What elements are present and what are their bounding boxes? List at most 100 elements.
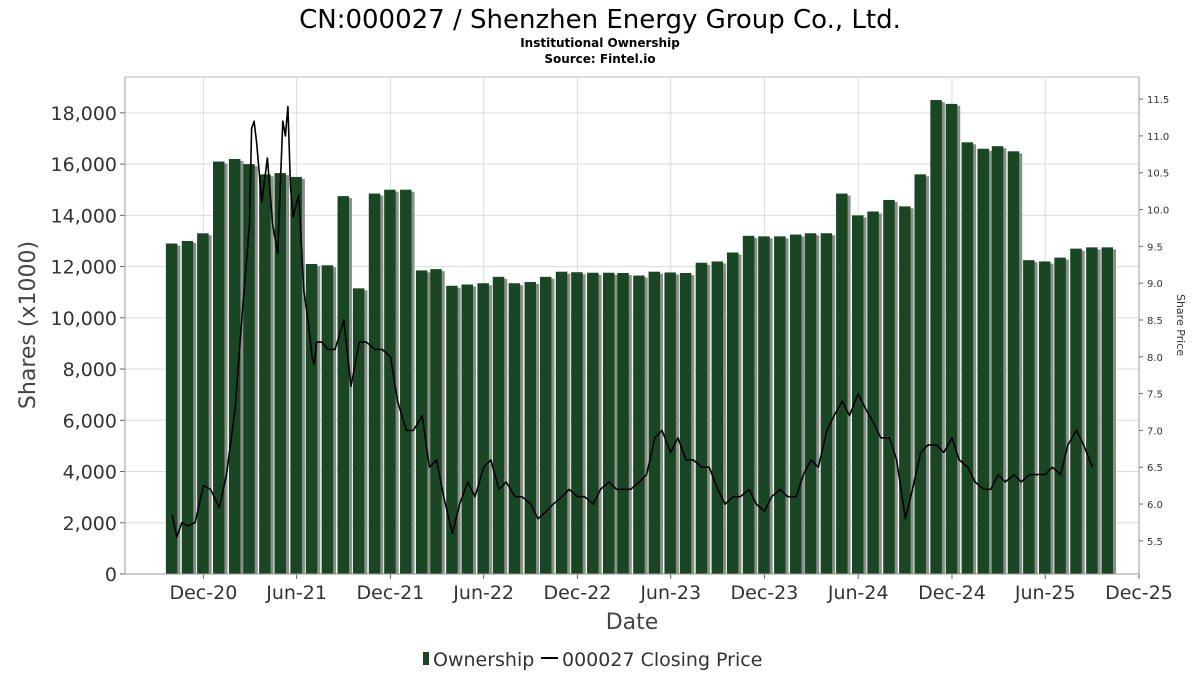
ownership-bar xyxy=(679,272,692,574)
y-tick-label: 18,000 xyxy=(51,103,117,125)
ownership-bar xyxy=(555,271,568,574)
x-tick-label: Jun-21 xyxy=(265,582,327,604)
ownership-bar xyxy=(384,189,396,574)
y-tick-label: 12,000 xyxy=(51,257,117,279)
ownership-bar xyxy=(804,233,817,574)
ownership-bar xyxy=(228,158,241,575)
line-layer xyxy=(171,105,1094,539)
ownership-bar xyxy=(883,199,895,575)
y-tick-label: 8,000 xyxy=(63,359,117,381)
y2-tick-label: 10.5 xyxy=(1147,169,1169,180)
ownership-bar xyxy=(508,283,521,574)
ownership-bar xyxy=(664,272,676,574)
x-tick-label: Dec-23 xyxy=(731,582,799,604)
y2-tick-label: 7.0 xyxy=(1147,426,1163,437)
y2-tick-label: 8.5 xyxy=(1147,316,1163,327)
x-tick-label: Dec-25 xyxy=(1105,582,1173,604)
y2-tick-label: 11.0 xyxy=(1147,132,1169,143)
ownership-bar xyxy=(197,233,209,574)
y-tick-label: 4,000 xyxy=(63,462,117,484)
chart-source: Source: Fintel.io xyxy=(544,52,655,66)
y2-tick-label: 9.0 xyxy=(1147,279,1163,290)
ownership-bar xyxy=(726,252,739,574)
ownership-bar xyxy=(991,146,1004,574)
y2-tick-label: 9.5 xyxy=(1147,242,1163,253)
y2-tick-label: 8.0 xyxy=(1147,353,1163,364)
ownership-bar xyxy=(1038,261,1051,574)
chart-title: CN:000027 / Shenzhen Energy Group Co., L… xyxy=(299,5,901,35)
ownership-bar xyxy=(446,285,458,574)
ownership-bar xyxy=(1007,151,1020,574)
y-tick-label: 16,000 xyxy=(51,154,117,176)
ownership-bar xyxy=(1054,257,1066,574)
x-tick-label: Dec-20 xyxy=(169,582,237,604)
ownership-bar xyxy=(961,142,974,574)
y2-tick-label: 7.5 xyxy=(1147,390,1163,401)
ownership-bar xyxy=(1086,247,1098,574)
ownership-bar xyxy=(415,270,428,574)
legend-ownership-label: Ownership xyxy=(433,649,534,671)
ownership-bar xyxy=(945,103,958,575)
ownership-bar xyxy=(290,176,302,575)
ownership-bar xyxy=(571,272,583,574)
ownership-bar xyxy=(930,100,942,574)
ownership-bar xyxy=(836,193,848,574)
x-axis-label: Date xyxy=(606,610,659,635)
x-tick-label: Dec-24 xyxy=(918,582,986,604)
ownership-bar xyxy=(305,264,318,574)
y-tick-label: 6,000 xyxy=(63,410,117,432)
legend: Ownership 000027 Closing Price xyxy=(423,649,762,671)
x-tick-label: Jun-24 xyxy=(827,582,889,604)
ownership-bar xyxy=(742,235,755,574)
ownership-bar xyxy=(587,272,599,574)
ownership-bar xyxy=(539,276,552,574)
closing-price-line xyxy=(171,105,1094,539)
ownership-bar xyxy=(695,262,708,574)
ownership-bar xyxy=(181,240,194,575)
ownership-bar xyxy=(899,206,911,574)
y2-axis-label: Share Price xyxy=(1174,294,1187,356)
ownership-bar xyxy=(165,243,178,574)
ownership-bar xyxy=(368,193,381,574)
ownership-bar xyxy=(213,161,225,574)
ownership-bar xyxy=(430,269,442,574)
ownership-bar xyxy=(914,174,926,574)
ownership-bar xyxy=(633,275,645,574)
ownership-bar xyxy=(820,233,833,574)
y-tick-label: 0 xyxy=(105,564,117,586)
ownership-bar xyxy=(977,148,989,574)
y-tick-label: 2,000 xyxy=(63,513,117,535)
x-tick-label: Dec-21 xyxy=(357,582,425,604)
y-axis-label: Shares (x1000) xyxy=(16,241,41,409)
ownership-bar xyxy=(524,281,537,574)
y-tick-label: 14,000 xyxy=(51,205,117,227)
ownership-bar xyxy=(602,272,615,574)
y2-tick-label: 5.5 xyxy=(1147,537,1163,548)
bar-layer xyxy=(165,100,1116,575)
ownership-bar xyxy=(243,164,255,574)
ownership-bar xyxy=(758,236,770,575)
ownership-bar xyxy=(1023,260,1035,574)
ownership-bar xyxy=(1070,248,1082,574)
ownership-bar xyxy=(352,288,365,574)
ownership-bar xyxy=(789,234,802,574)
ownership-bar xyxy=(774,236,786,575)
x-tick-label: Jun-25 xyxy=(1014,582,1076,604)
axis-layer: 0 2,000 4,000 6,000 8,000 10,000 12,000 14,000 1… xyxy=(51,77,1173,604)
ownership-bar xyxy=(321,265,334,574)
x-tick-label: Dec-22 xyxy=(544,582,612,604)
ownership-bar xyxy=(492,276,505,574)
legend-ownership-swatch xyxy=(423,652,429,665)
y2-tick-label: 10.0 xyxy=(1147,206,1169,217)
ownership-bar xyxy=(461,284,474,574)
y2-tick-label: 6.0 xyxy=(1147,500,1163,511)
chart-subtitle: Institutional Ownership xyxy=(520,36,680,50)
ownership-bar xyxy=(337,196,350,574)
ownership-bar xyxy=(867,211,879,574)
ownership-bar xyxy=(711,261,724,574)
x-tick-label: Jun-23 xyxy=(639,582,701,604)
ownership-bar xyxy=(477,283,489,574)
ownership-bar xyxy=(1101,247,1113,574)
ownership-bar xyxy=(274,173,287,574)
